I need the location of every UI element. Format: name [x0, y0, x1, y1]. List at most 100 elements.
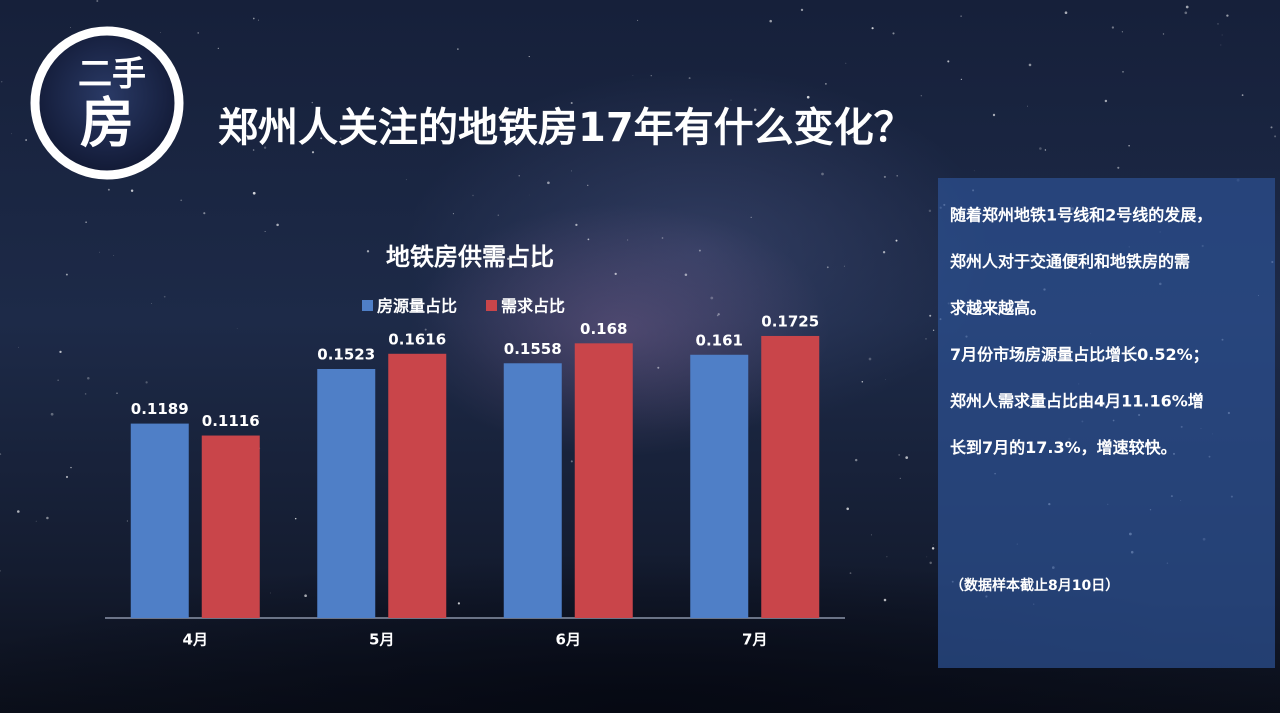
value-label: 0.1116 — [202, 412, 260, 430]
star — [637, 19, 639, 21]
star — [698, 249, 701, 252]
bar — [761, 335, 820, 618]
star — [528, 194, 530, 196]
value-label: 0.161 — [696, 331, 743, 349]
star — [145, 381, 148, 384]
text-panel — [938, 178, 1275, 668]
star — [661, 237, 664, 239]
star — [570, 170, 572, 172]
star — [452, 213, 454, 215]
star — [18, 346, 19, 348]
star — [883, 175, 886, 178]
star — [559, 300, 563, 304]
star — [0, 80, 3, 83]
star — [472, 194, 474, 197]
star — [340, 137, 342, 139]
star — [99, 251, 100, 253]
badge-bottom: 房 — [80, 92, 134, 155]
star — [163, 295, 166, 298]
star — [217, 47, 219, 50]
star — [750, 216, 752, 219]
value-label: 0.1616 — [388, 330, 446, 348]
chart: 4月 0.1189 0.1116 5月 0.1523 0.1616 6月 0.1558 0.16… — [130, 297, 820, 649]
star — [929, 314, 932, 317]
star — [892, 32, 895, 35]
star — [710, 296, 714, 300]
star — [320, 137, 323, 140]
star — [871, 27, 874, 30]
star — [854, 458, 858, 462]
star — [929, 561, 932, 565]
star — [85, 221, 87, 224]
star — [973, 170, 975, 172]
star — [926, 556, 928, 558]
star — [1104, 99, 1108, 103]
star — [688, 77, 691, 80]
value-label: 0.1725 — [761, 312, 819, 330]
star — [800, 8, 804, 12]
panel-note: （数据样本截止8月10日） — [950, 577, 1119, 594]
bar — [201, 435, 260, 618]
star — [130, 189, 134, 193]
star — [905, 456, 909, 459]
star — [252, 149, 255, 151]
star — [203, 212, 206, 215]
star — [865, 124, 866, 125]
star — [96, 0, 99, 2]
star — [1027, 105, 1028, 107]
bar — [317, 368, 376, 618]
star — [311, 151, 315, 154]
legend-label: 需求占比 — [501, 297, 565, 316]
star — [1028, 63, 1032, 67]
star — [25, 139, 27, 141]
star — [435, 126, 438, 129]
star — [845, 62, 847, 64]
star — [116, 392, 118, 394]
star — [870, 534, 872, 536]
star — [883, 598, 887, 602]
star — [457, 48, 459, 50]
star — [294, 517, 297, 520]
star — [826, 266, 829, 269]
star — [87, 377, 90, 380]
star — [895, 239, 898, 242]
panel-line: 随着郑州地铁1号线和2号线的发展， — [950, 206, 1212, 225]
star — [263, 146, 267, 149]
star — [1117, 166, 1120, 169]
star — [852, 136, 854, 138]
star — [0, 453, 2, 455]
star — [920, 95, 922, 97]
star — [886, 556, 888, 558]
panel-line: 郑州人需求量占比由4月11.16%增 — [950, 392, 1204, 411]
star — [960, 15, 962, 17]
bar — [388, 353, 447, 618]
panel-line: 郑州人对于交通便利和地铁房的需 — [950, 252, 1190, 271]
x-tick-label: 5月 — [369, 631, 394, 649]
star — [497, 214, 500, 217]
star — [925, 338, 927, 340]
value-label: 0.1523 — [317, 345, 375, 363]
panel-line: 长到7月的17.3%，增速较快。 — [950, 438, 1177, 457]
star — [960, 78, 963, 81]
value-label: 0.1558 — [504, 340, 562, 358]
star — [50, 412, 54, 416]
star — [716, 314, 719, 317]
x-tick-label: 6月 — [556, 631, 581, 649]
x-tick-label: 7月 — [742, 631, 767, 649]
star — [518, 175, 520, 177]
star — [11, 133, 12, 135]
star — [236, 328, 238, 329]
bar — [130, 423, 189, 618]
star — [861, 380, 864, 383]
star — [1111, 26, 1115, 29]
star — [868, 357, 872, 361]
badge — [30, 26, 184, 180]
badge-top: 二手 — [78, 55, 146, 95]
star — [113, 255, 115, 256]
star — [1122, 71, 1124, 73]
star — [1221, 34, 1223, 36]
star — [821, 172, 824, 176]
star — [547, 181, 550, 185]
